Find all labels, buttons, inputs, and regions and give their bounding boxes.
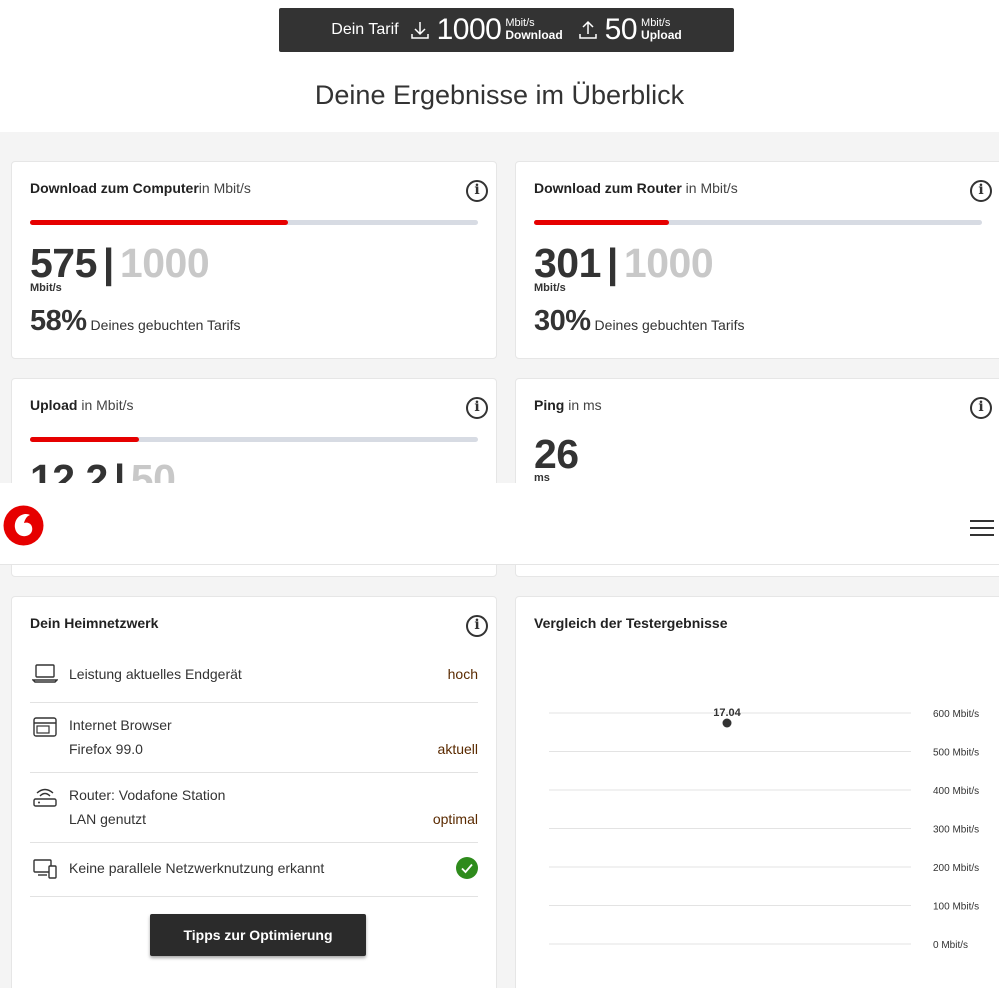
tarif-percentage: 58% Deines gebuchten Tarifs [30, 305, 241, 338]
card-title-bold: Ping [534, 397, 565, 413]
row-text: Keine parallele Netzwerknutzung erkannt [69, 860, 325, 876]
devices-icon [33, 859, 57, 879]
info-icon[interactable]: i [466, 180, 488, 202]
hamburger-menu-icon[interactable] [970, 520, 994, 538]
card-title-bold: Download zum Router [534, 180, 682, 196]
laptop-icon [32, 664, 58, 683]
card-title: Dein Heimnetzwerk [30, 615, 158, 631]
y-tick-label: 400 Mbit/s [933, 786, 979, 797]
row-subtext: Firefox 99.0 [69, 741, 143, 757]
tarif-download-unit: Mbit/s [505, 16, 535, 29]
measured-value: 301 [534, 240, 601, 286]
card-title-unit: in Mbit/s [77, 397, 134, 413]
page-title: Deine Ergebnisse im Überblick [314, 80, 685, 110]
browser-icon [33, 717, 57, 737]
list-item: Keine parallele Netzwerknutzung erkannt [30, 843, 478, 897]
card-title-bold: Dein Heimnetzwerk [30, 615, 159, 631]
row-text: Internet Browser [69, 717, 172, 733]
list-item: Internet Browser Firefox 99.0 aktuell [30, 703, 478, 773]
y-tick-label: 500 Mbit/s [933, 748, 979, 759]
site-header [0, 483, 999, 565]
tarif-upload-label: Upload [641, 28, 682, 43]
data-point-label: 17.04 [713, 707, 741, 719]
percent-value: 58% [30, 305, 87, 337]
progress-bar [534, 220, 982, 225]
percent-label: Deines gebuchten Tarifs [594, 317, 745, 333]
optimization-tips-button[interactable]: Tipps zur Optimierung [150, 914, 366, 956]
tarif-download-value: 1000 [436, 13, 502, 46]
comparison-chart: 600 Mbit/s 500 Mbit/s 400 Mbit/s 300 Mbit/s… [549, 707, 979, 951]
row-status: optimal [432, 811, 478, 827]
y-tick-label: 300 Mbit/s [933, 825, 979, 836]
card-title-bold: Download zum Computer [30, 180, 199, 196]
download-computer-card: Download zum Computerin Mbit/s i 575 | 100… [11, 161, 497, 359]
tarif-upload-value: 50 [604, 13, 638, 46]
y-tick-label: 200 Mbit/s [933, 863, 979, 874]
info-icon[interactable]: i [970, 180, 992, 202]
tarif-download-units: Mbit/s Download [505, 16, 563, 43]
percent-value: 30% [534, 305, 591, 337]
unit-label: ms [534, 472, 550, 484]
card-title: Ping in ms [534, 397, 602, 413]
progress-bar [30, 220, 478, 225]
percent-label: Deines gebuchten Tarifs [90, 317, 241, 333]
row-text: Leistung aktuelles Endgerät [69, 666, 242, 682]
tarif-banner: Dein Tarif 1000 Mbit/s Download 50 Mbit/… [279, 8, 734, 52]
ping-value: 26 [534, 431, 579, 477]
heimnetz-card: Dein Heimnetzwerk i Leistung aktuelles E… [11, 596, 497, 988]
speed-value: 301 | 1000 [534, 240, 714, 286]
speed-value: 575 | 1000 [30, 240, 210, 286]
row-subtext: LAN genutzt [69, 811, 147, 827]
vodafone-logo[interactable] [3, 505, 44, 546]
tarif-upload-unit: Mbit/s [641, 16, 671, 29]
max-value: 1000 [119, 240, 210, 286]
download-icon [410, 22, 429, 39]
card-title-unit: in Mbit/s [681, 180, 738, 196]
tarif-label: Dein Tarif [331, 21, 399, 38]
card-title-unit: in Mbit/s [198, 180, 251, 196]
tarif-download-label: Download [505, 28, 563, 43]
list-item: Leistung aktuelles Endgerät hoch [30, 649, 478, 703]
progress-bar [30, 437, 478, 442]
download-router-card: Download zum Router in Mbit/s i 301 | 1000… [515, 161, 999, 359]
upload-icon [578, 20, 597, 39]
y-tick-label: 100 Mbit/s [933, 902, 979, 913]
card-title: Download zum Computerin Mbit/s [30, 180, 251, 196]
progress-bar-fill [534, 220, 669, 225]
max-value: 1000 [623, 240, 714, 286]
info-icon[interactable]: i [970, 397, 992, 419]
card-title: Upload in Mbit/s [30, 397, 133, 413]
unit-label: Mbit/s [30, 282, 62, 294]
value-separator: | [606, 240, 618, 286]
router-icon [33, 788, 57, 807]
y-tick-label: 600 Mbit/s [933, 709, 979, 720]
info-icon[interactable]: i [466, 397, 488, 419]
value-separator: | [113, 456, 125, 502]
progress-bar-fill [30, 437, 140, 442]
progress-bar-fill [30, 220, 288, 225]
measured-value: 575 [30, 240, 97, 286]
card-title: Vergleich der Testergebnisse [534, 615, 728, 631]
tarif-upload-units: Mbit/s Upload [641, 16, 682, 43]
card-title-unit: in ms [564, 397, 602, 413]
data-point[interactable] [722, 718, 732, 728]
info-icon[interactable]: i [466, 615, 488, 637]
card-title: Download zum Router in Mbit/s [534, 180, 738, 196]
unit-label: Mbit/s [534, 282, 566, 294]
check-icon [456, 857, 478, 879]
tarif-percentage: 30% Deines gebuchten Tarifs [534, 305, 745, 338]
list-item: Router: Vodafone Station LAN genutzt opt… [30, 773, 478, 843]
row-status: hoch [447, 666, 478, 682]
chart-title: Vergleich der Testergebnisse [534, 615, 728, 631]
comparison-chart-card: Vergleich der Testergebnisse 600 Mbit/s 5… [515, 596, 999, 988]
card-title-bold: Upload [30, 397, 78, 413]
row-status: aktuell [437, 741, 478, 757]
y-tick-label: 0 Mbit/s [933, 940, 968, 951]
row-text: Router: Vodafone Station [69, 787, 226, 803]
value-separator: | [102, 240, 114, 286]
